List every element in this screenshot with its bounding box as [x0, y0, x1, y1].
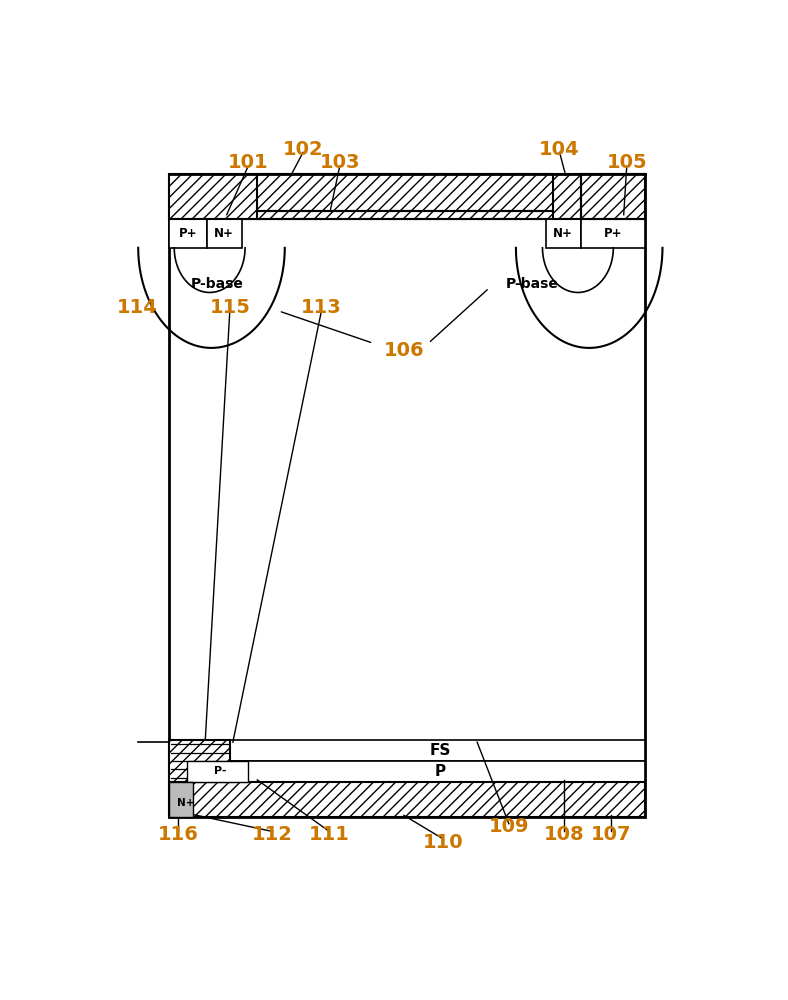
- Bar: [257, 174, 553, 211]
- Bar: [169, 219, 206, 248]
- Bar: [169, 174, 645, 817]
- Text: 104: 104: [539, 140, 580, 159]
- Text: 107: 107: [591, 825, 632, 844]
- Bar: [169, 740, 230, 782]
- Bar: [187, 761, 248, 782]
- Text: 116: 116: [158, 825, 199, 844]
- Text: 105: 105: [607, 153, 647, 172]
- Text: N+: N+: [553, 227, 573, 240]
- Bar: [169, 740, 645, 761]
- Text: 103: 103: [319, 153, 360, 172]
- Bar: [581, 219, 645, 248]
- Text: P+: P+: [604, 227, 623, 240]
- Bar: [169, 761, 645, 782]
- Text: 110: 110: [423, 833, 464, 852]
- Text: 111: 111: [309, 825, 350, 844]
- Bar: [169, 782, 193, 817]
- Text: 102: 102: [283, 140, 323, 159]
- Text: P-: P-: [214, 766, 227, 776]
- Bar: [169, 174, 645, 219]
- Bar: [581, 174, 645, 219]
- Bar: [206, 219, 242, 248]
- Text: N+: N+: [214, 227, 234, 240]
- Text: P-base: P-base: [506, 277, 559, 291]
- Text: 101: 101: [228, 153, 269, 172]
- Text: 108: 108: [544, 825, 584, 844]
- Text: P-base: P-base: [191, 277, 244, 291]
- Text: 106: 106: [384, 342, 424, 360]
- Text: FS: FS: [429, 743, 452, 758]
- Bar: [545, 219, 581, 248]
- Text: 112: 112: [252, 825, 293, 844]
- Text: P: P: [435, 764, 446, 779]
- Text: 109: 109: [489, 817, 529, 836]
- Text: P+: P+: [178, 227, 197, 240]
- Text: 115: 115: [210, 298, 251, 317]
- Bar: [169, 782, 645, 817]
- Text: 113: 113: [301, 298, 342, 317]
- Text: N+: N+: [177, 798, 194, 808]
- Text: 114: 114: [117, 298, 158, 317]
